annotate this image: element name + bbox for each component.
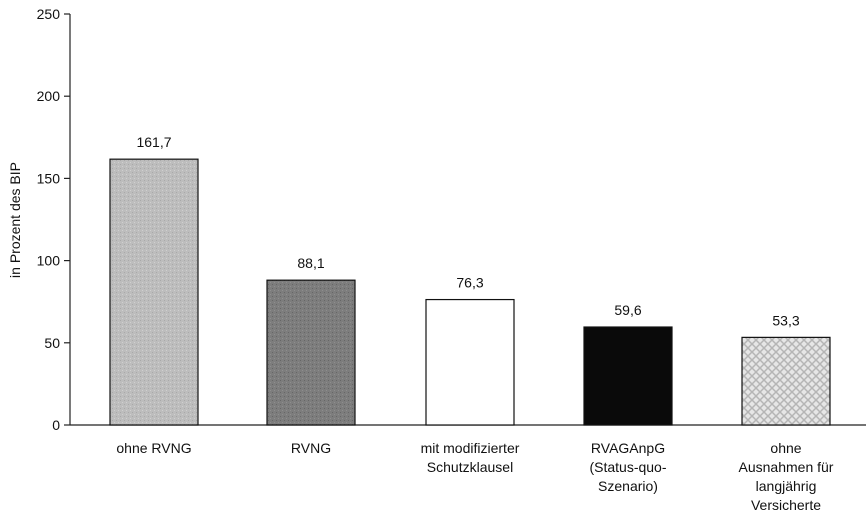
y-tick-label: 50 (44, 335, 60, 351)
category-label: RVAGAnpG (Status-quo-Szenario) (589, 440, 666, 494)
bar (109, 158, 199, 426)
y-tick-label: 0 (52, 417, 60, 433)
y-tick-label: 250 (37, 6, 61, 22)
y-ticks: 0 50 100 150 200 250 (37, 6, 70, 433)
bar (425, 298, 515, 426)
data-label: 53,3 (772, 312, 799, 328)
y-tick-label: 200 (37, 88, 61, 104)
category-label: ohne RVNG (116, 440, 191, 456)
category-label: mit modifizierter Schutzklausel (421, 440, 520, 475)
y-axis-label: in Prozent des BIP (7, 162, 23, 278)
data-label: 59,6 (614, 302, 641, 318)
data-label: 161,7 (136, 134, 171, 150)
category-label: ohne Ausnahmen für langjährig Versicherte (739, 440, 834, 513)
y-tick-label: 100 (37, 253, 61, 269)
bar (583, 326, 673, 426)
data-label: 76,3 (456, 275, 483, 291)
data-label: 88,1 (297, 255, 324, 271)
y-tick-label: 150 (37, 170, 61, 186)
data-labels: 161,7 88,1 76,3 59,6 53,3 (136, 134, 799, 328)
bar (741, 336, 831, 426)
category-labels: ohne RVNG RVNG mit modifizierter Schutzklau… (116, 440, 833, 513)
bar (266, 279, 356, 426)
bars (109, 158, 831, 426)
category-label: RVNG (291, 440, 331, 456)
